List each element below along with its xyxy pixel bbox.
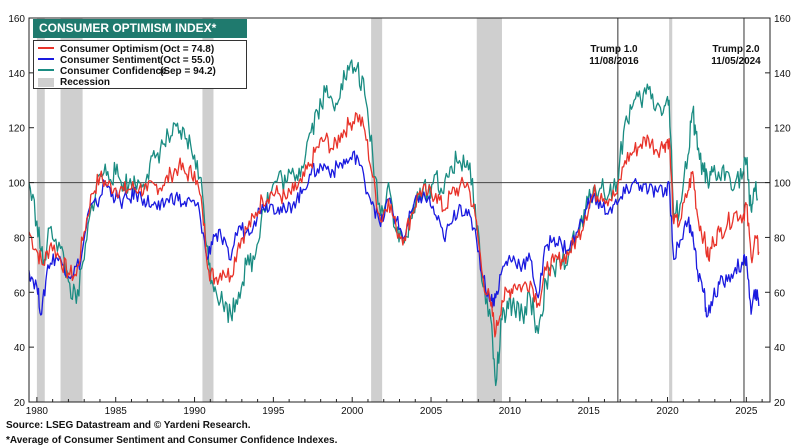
legend-swatch-recession xyxy=(38,77,54,87)
y-tick-label-left-60: 60 xyxy=(14,288,26,299)
y-tick-label-left-140: 140 xyxy=(8,69,25,80)
legend-value-consumer-confidence: (Sep = 94.2) xyxy=(160,66,216,77)
y-tick-label-left-100: 100 xyxy=(8,179,25,190)
y-tick-label-left-160: 160 xyxy=(8,14,25,25)
legend-item-consumer-optimism: Consumer Optimism (Oct = 74.8) xyxy=(38,44,214,55)
y-tick-label-right-100: 100 xyxy=(774,179,791,190)
plot-frame xyxy=(28,17,771,403)
y-tick-label-right-140: 140 xyxy=(774,69,791,80)
y-tick-label-right-20: 20 xyxy=(774,398,786,409)
x-tick-label-1980: 1980 xyxy=(26,406,49,417)
x-tick-label-2015: 2015 xyxy=(578,406,601,417)
legend-swatch-consumer-optimism xyxy=(38,47,54,50)
annotation-lines xyxy=(617,18,745,402)
legend-label-consumer-optimism: Consumer Optimism xyxy=(60,44,159,55)
x-tick-label-2010: 2010 xyxy=(499,406,522,417)
axis-ticks: 1980 1985 1990 1995 2000 2005 2010 2015 2020 2025… xyxy=(8,14,791,417)
x-tick-label-2025: 2025 xyxy=(735,406,758,417)
x-tick-label-2000: 2000 xyxy=(341,406,364,417)
series-line-consumer-confidence xyxy=(28,59,759,387)
legend: Consumer Optimism (Oct = 74.8) Consumer S… xyxy=(33,40,247,89)
chart-title: CONSUMER OPTIMISM INDEX* xyxy=(33,19,247,38)
y-tick-label-left-40: 40 xyxy=(14,343,26,354)
x-tick-label-2005: 2005 xyxy=(420,406,443,417)
recession-band-0 xyxy=(36,18,45,402)
y-tick-label-right-160: 160 xyxy=(774,14,791,25)
legend-value-consumer-optimism: (Oct = 74.8) xyxy=(160,44,215,55)
recession-band-2 xyxy=(202,18,214,402)
source-note: Source: LSEG Datastream and © Yardeni Re… xyxy=(6,420,251,431)
y-tick-label-right-40: 40 xyxy=(774,343,786,354)
annotation-trump-2-title: Trump 2.0 xyxy=(712,44,760,55)
y-tick-label-left-120: 120 xyxy=(8,124,25,135)
x-tick-label-1985: 1985 xyxy=(105,406,128,417)
legend-swatch-consumer-sentiment xyxy=(38,58,54,61)
y-tick-label-left-80: 80 xyxy=(14,233,26,244)
recession-band-1 xyxy=(60,18,83,402)
annotation-trump-1: Trump 1.0 11/08/2016 xyxy=(574,44,654,68)
series-line-consumer-optimism xyxy=(28,112,760,338)
y-tick-label-left-20: 20 xyxy=(14,398,26,409)
legend-item-consumer-sentiment: Consumer Sentiment (Oct = 55.0) xyxy=(38,55,214,66)
x-tick-label-1990: 1990 xyxy=(183,406,206,417)
legend-swatch-consumer-confidence xyxy=(38,69,54,72)
y-tick-label-right-60: 60 xyxy=(774,288,786,299)
annotation-trump-1-date: 11/08/2016 xyxy=(589,56,639,67)
series-line-consumer-sentiment xyxy=(28,150,760,318)
y-tick-label-right-120: 120 xyxy=(774,124,791,135)
annotation-trump-1-title: Trump 1.0 xyxy=(590,44,638,55)
legend-label-consumer-confidence: Consumer Confidence xyxy=(60,66,167,77)
legend-value-consumer-sentiment: (Oct = 55.0) xyxy=(160,55,215,66)
legend-label-recession: Recession xyxy=(60,77,111,88)
x-tick-label-1995: 1995 xyxy=(262,406,285,417)
legend-item-recession: Recession xyxy=(38,77,110,88)
series-lines xyxy=(28,59,760,387)
legend-item-consumer-confidence: Consumer Confidence (Sep = 94.2) xyxy=(38,66,216,77)
footnote: *Average of Consumer Sentiment and Consu… xyxy=(6,435,338,446)
recession-band-4 xyxy=(476,18,502,402)
annotation-trump-2: Trump 2.0 11/05/2024 xyxy=(696,44,776,68)
y-tick-label-right-80: 80 xyxy=(774,233,786,244)
annotation-trump-2-date: 11/05/2024 xyxy=(711,56,761,67)
x-tick-label-2020: 2020 xyxy=(656,406,679,417)
legend-label-consumer-sentiment: Consumer Sentiment xyxy=(60,55,161,66)
